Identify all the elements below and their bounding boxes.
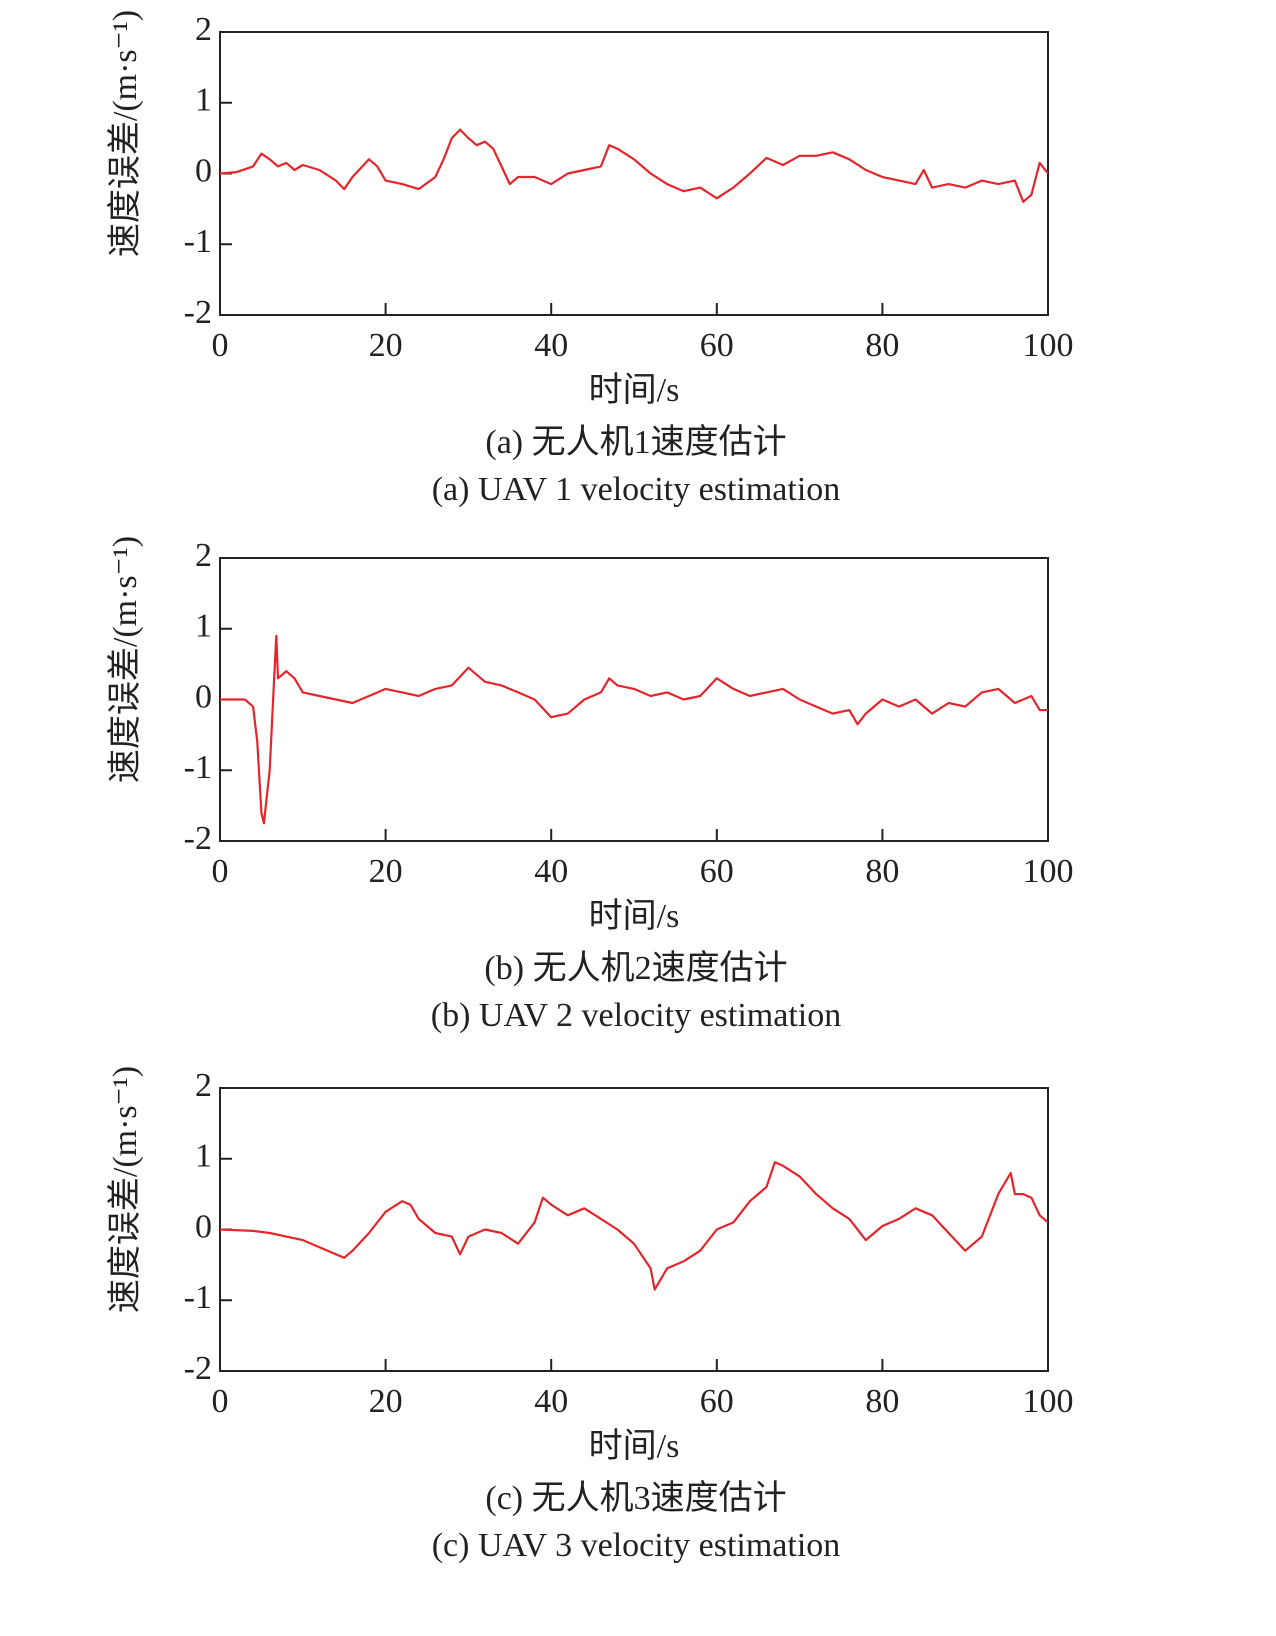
y-tick-label: 1 (195, 608, 212, 645)
y-tick-label: 2 (195, 1067, 212, 1104)
x-tick-label: 100 (1023, 1383, 1074, 1420)
plot-frame (219, 31, 1049, 316)
x-tick-label: 20 (369, 327, 403, 364)
data-line (219, 1161, 1049, 1291)
x-tick-label: 0 (212, 1383, 229, 1420)
x-tick-label: 100 (1023, 327, 1074, 364)
x-tick-label: 80 (865, 1383, 899, 1420)
y-axis-label: 速度误差/(m·s⁻¹) (106, 10, 144, 257)
y-tick-label: 0 (195, 152, 212, 189)
caption: (b) 无人机2速度估计 (484, 949, 787, 987)
caption-en: (b) UAV 2 velocity estimation (431, 997, 841, 1034)
y-tick-label: -2 (184, 294, 212, 331)
caption-en: (c) UAV 3 velocity estimation (432, 1527, 841, 1564)
subplot: 0 20 40 60 80 100 -2 -1 0 1 2 时间/s 速度误差/(m·s⁻¹) (c) 无… (106, 1066, 1074, 1564)
x-tick-label: 60 (700, 853, 734, 890)
caption-en: (a) UAV 1 velocity estimation (432, 471, 841, 508)
y-tick-label: 1 (195, 1138, 212, 1175)
subplot: 0 20 40 60 80 100 -2 -1 0 1 2 时间/s 速度误差/(m·s⁻¹) (b) 无… (106, 536, 1074, 1034)
y-tick-label: 2 (195, 537, 212, 574)
y-axis-label: 速度误差/(m·s⁻¹) (106, 1066, 144, 1313)
y-tick-label: 2 (195, 11, 212, 48)
x-tick-label: 0 (212, 327, 229, 364)
x-tick-label: 20 (369, 853, 403, 890)
y-tick-label: -2 (184, 1350, 212, 1387)
plot-frame (219, 1087, 1049, 1372)
y-tick-label: -1 (184, 1279, 212, 1316)
y-tick-label: -1 (184, 223, 212, 260)
subplot: 0 20 40 60 80 100 -2 -1 0 1 2 时间/s 速度误差/(m·s⁻¹) (a) 无… (106, 10, 1074, 508)
y-tick-label: 0 (195, 678, 212, 715)
data-line (219, 128, 1049, 203)
x-tick-label: 40 (534, 1383, 568, 1420)
x-tick-label: 20 (369, 1383, 403, 1420)
y-tick-label: -2 (184, 820, 212, 857)
x-axis-label: 时间/s (589, 372, 680, 409)
data-line (220, 634, 1048, 825)
x-tick-label: 60 (700, 327, 734, 364)
x-tick-label: 60 (700, 1383, 734, 1420)
x-tick-label: 0 (212, 853, 229, 890)
caption: (c) 无人机3速度估计 (485, 1479, 786, 1517)
y-axis-label: 速度误差/(m·s⁻¹) (106, 536, 144, 783)
x-axis-label: 时间/s (589, 1428, 680, 1465)
x-tick-label: 40 (534, 853, 568, 890)
x-tick-label: 80 (865, 327, 899, 364)
plot-frame (219, 557, 1049, 842)
y-tick-label: 1 (195, 82, 212, 119)
caption: (a) 无人机1速度估计 (485, 423, 786, 461)
x-tick-label: 80 (865, 853, 899, 890)
y-tick-label: -1 (184, 749, 212, 786)
x-tick-label: 100 (1023, 853, 1074, 890)
x-tick-label: 40 (534, 327, 568, 364)
x-axis-label: 时间/s (589, 898, 680, 935)
y-tick-label: 0 (195, 1208, 212, 1245)
